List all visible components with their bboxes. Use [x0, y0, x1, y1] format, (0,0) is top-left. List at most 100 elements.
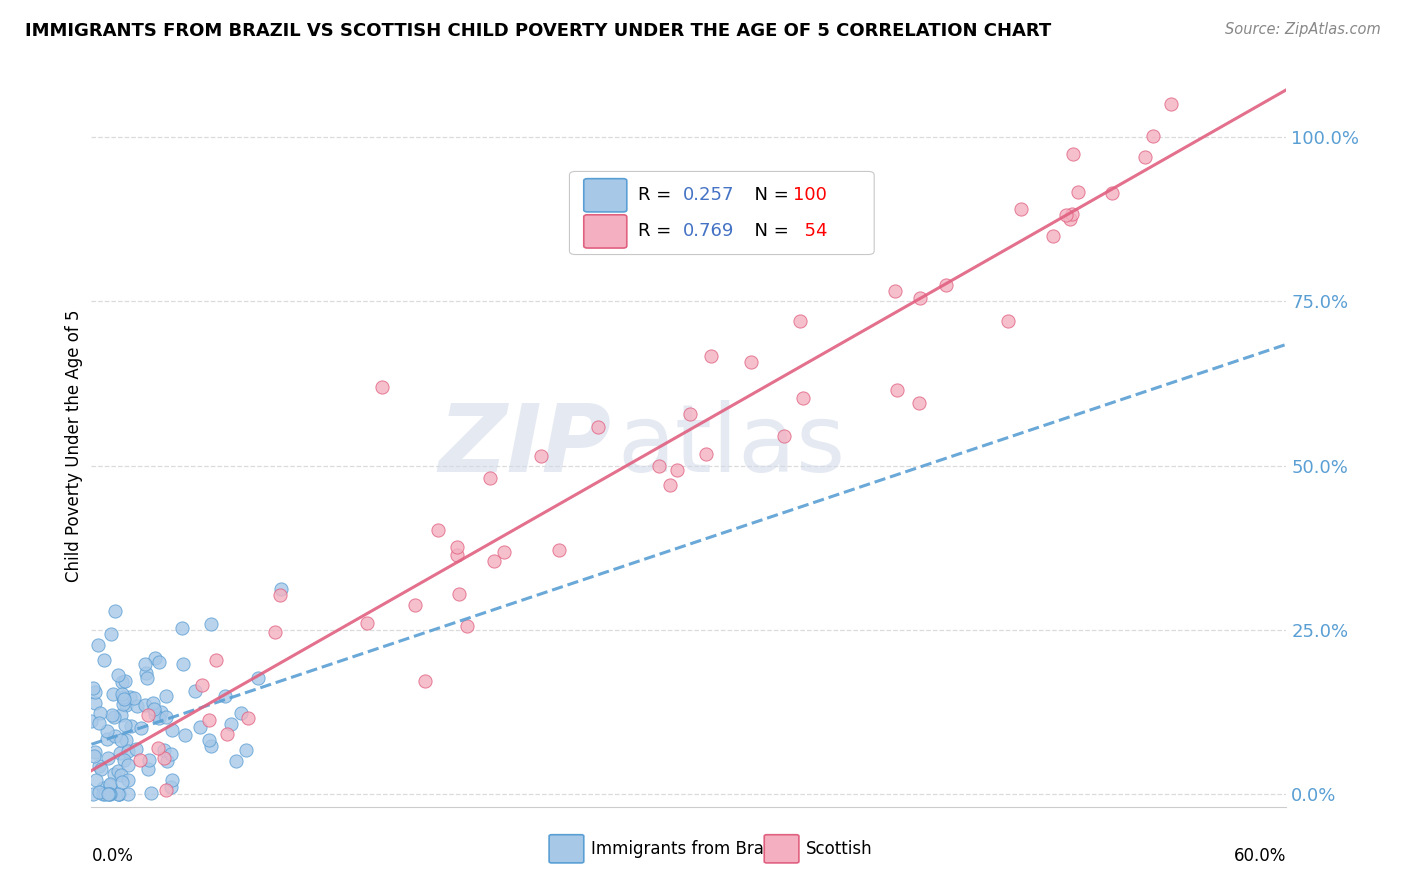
Point [98, 787, 121, 801]
Point [269, 588, 291, 602]
Point [110, 733, 132, 747]
Point [886, 383, 908, 397]
Text: 0.0%: 0.0% [91, 847, 134, 865]
Point [159, 780, 181, 794]
Point [101, 707, 124, 722]
Point [155, 689, 177, 703]
Point [200, 617, 222, 632]
Point [117, 757, 139, 772]
Text: Immigrants from Brazil: Immigrants from Brazil [591, 839, 782, 858]
Point [215, 726, 238, 740]
Text: IMMIGRANTS FROM BRAZIL VS SCOTTISH CHILD POVERTY UNDER THE AGE OF 5 CORRELATION : IMMIGRANTS FROM BRAZIL VS SCOTTISH CHILD… [25, 22, 1052, 40]
Point [104, 604, 127, 618]
Point [98, 787, 121, 801]
Point [200, 739, 222, 754]
Point [492, 544, 515, 558]
Point [884, 284, 907, 298]
Point [155, 783, 177, 797]
Point [700, 349, 723, 363]
Point [191, 678, 214, 692]
Point [1160, 97, 1182, 112]
Point [148, 655, 170, 669]
Point [789, 313, 811, 327]
Point [530, 449, 553, 463]
Text: atlas: atlas [617, 400, 845, 492]
FancyBboxPatch shape [550, 835, 583, 863]
Point [117, 744, 139, 758]
Point [773, 429, 796, 443]
Point [93, 652, 115, 666]
Point [1067, 185, 1090, 199]
Text: Scottish: Scottish [806, 839, 873, 858]
Point [1101, 186, 1123, 200]
Point [111, 675, 134, 690]
Point [136, 671, 159, 685]
Point [156, 754, 179, 768]
Point [479, 470, 502, 484]
FancyBboxPatch shape [583, 215, 627, 248]
Point [456, 618, 478, 632]
Point [136, 707, 159, 722]
Y-axis label: Child Poverty Under the Age of 5: Child Poverty Under the Age of 5 [65, 310, 83, 582]
Point [84, 696, 107, 710]
Point [120, 718, 142, 732]
Point [82, 681, 104, 695]
Point [148, 711, 170, 725]
Point [103, 766, 125, 780]
Point [160, 772, 183, 787]
Point [117, 773, 139, 788]
Point [214, 689, 236, 703]
Point [405, 599, 427, 613]
Point [108, 787, 131, 801]
Text: 60.0%: 60.0% [1234, 847, 1286, 865]
Point [96, 732, 118, 747]
Point [792, 391, 814, 405]
Point [112, 691, 135, 706]
Text: ZIP: ZIP [439, 400, 612, 492]
Point [658, 478, 681, 492]
Text: 0.769: 0.769 [683, 222, 734, 241]
Point [107, 764, 129, 779]
Point [1054, 208, 1077, 222]
Point [101, 687, 124, 701]
Point [247, 671, 270, 685]
Point [112, 690, 135, 704]
Point [115, 698, 138, 712]
Point [139, 787, 162, 801]
Point [264, 625, 287, 640]
Point [219, 716, 242, 731]
Point [170, 621, 193, 635]
Point [236, 711, 259, 725]
Point [270, 582, 292, 596]
Point [93, 787, 115, 801]
Point [143, 707, 166, 722]
Point [1142, 128, 1164, 143]
Point [427, 523, 450, 537]
FancyBboxPatch shape [765, 835, 799, 863]
Point [225, 754, 247, 768]
Point [413, 674, 436, 689]
Point [152, 750, 174, 764]
Point [997, 314, 1019, 328]
Point [84, 773, 107, 788]
Point [935, 277, 957, 292]
Point [118, 690, 141, 705]
Point [100, 627, 122, 641]
Point [98, 777, 121, 791]
Point [112, 753, 135, 767]
Point [679, 408, 702, 422]
Point [174, 728, 197, 742]
Point [110, 708, 132, 723]
Point [107, 787, 129, 801]
Point [87, 638, 110, 652]
Point [87, 785, 110, 799]
Point [371, 380, 394, 394]
Point [148, 741, 170, 756]
Point [1059, 211, 1081, 226]
Point [1133, 150, 1156, 164]
Point [108, 746, 131, 760]
FancyBboxPatch shape [569, 171, 875, 254]
Point [1042, 228, 1064, 243]
Point [107, 787, 129, 801]
Point [446, 548, 468, 562]
